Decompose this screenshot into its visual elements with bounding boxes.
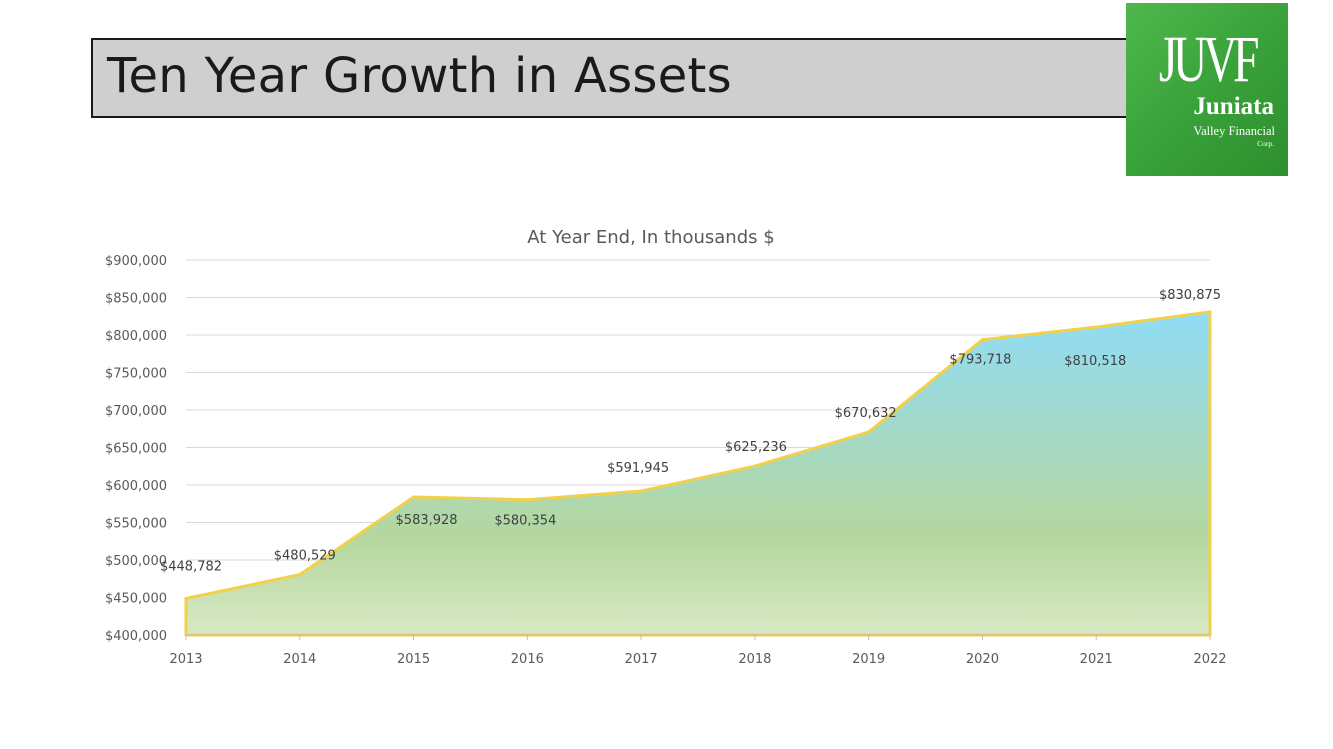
logo-name: Juniata [1193, 93, 1274, 120]
data-point [412, 495, 416, 499]
chart-title: At Year End, In thousands $ [527, 227, 774, 248]
x-tick-label: 2019 [852, 652, 885, 667]
data-point [1094, 325, 1098, 329]
data-label: $670,632 [835, 406, 897, 421]
data-label: $583,928 [396, 513, 458, 528]
data-point [867, 430, 871, 434]
y-tick-label: $500,000 [105, 554, 167, 569]
y-tick-label: $450,000 [105, 592, 167, 607]
data-label: $830,875 [1159, 288, 1221, 303]
y-tick-label: $400,000 [105, 629, 167, 644]
x-tick-label: 2020 [966, 652, 999, 667]
y-tick-label: $850,000 [105, 292, 167, 307]
logo-subtitle: Valley Financial [1193, 124, 1275, 138]
data-label: $625,236 [725, 440, 787, 455]
data-point [184, 596, 188, 600]
title-bar: Ten Year Growth in Assets [91, 38, 1151, 118]
data-label: $480,529 [274, 549, 336, 564]
y-tick-label: $600,000 [105, 479, 167, 494]
data-point [525, 498, 529, 502]
data-point [980, 338, 984, 342]
x-tick-label: 2022 [1193, 652, 1226, 667]
data-point [753, 464, 757, 468]
data-point [1208, 310, 1212, 314]
x-tick-label: 2013 [169, 652, 202, 667]
x-tick-label: 2016 [511, 652, 544, 667]
data-label: $793,718 [949, 353, 1011, 368]
y-tick-label: $700,000 [105, 404, 167, 419]
x-tick-label: 2014 [283, 652, 316, 667]
company-logo: JUVF Juniata Valley Financial Corp. [1126, 3, 1288, 176]
area-fill [186, 311, 1210, 635]
data-point [639, 489, 643, 493]
logo-suffix: Corp. [1257, 139, 1274, 148]
y-tick-label: $900,000 [105, 254, 167, 269]
slide-title: Ten Year Growth in Assets [107, 48, 732, 104]
x-tick-label: 2018 [738, 652, 771, 667]
logo-mark: JUVF [1158, 23, 1260, 96]
y-tick-label: $750,000 [105, 367, 167, 382]
y-tick-label: $550,000 [105, 517, 167, 532]
data-label: $810,518 [1064, 354, 1126, 369]
y-tick-label: $650,000 [105, 442, 167, 457]
x-tick-label: 2017 [625, 652, 658, 667]
x-tick-label: 2015 [397, 652, 430, 667]
x-tick-label: 2021 [1080, 652, 1113, 667]
data-label: $580,354 [494, 514, 556, 529]
data-point [298, 573, 302, 577]
data-label: $448,782 [160, 559, 222, 574]
y-tick-label: $800,000 [105, 329, 167, 344]
data-label: $591,945 [607, 461, 669, 476]
